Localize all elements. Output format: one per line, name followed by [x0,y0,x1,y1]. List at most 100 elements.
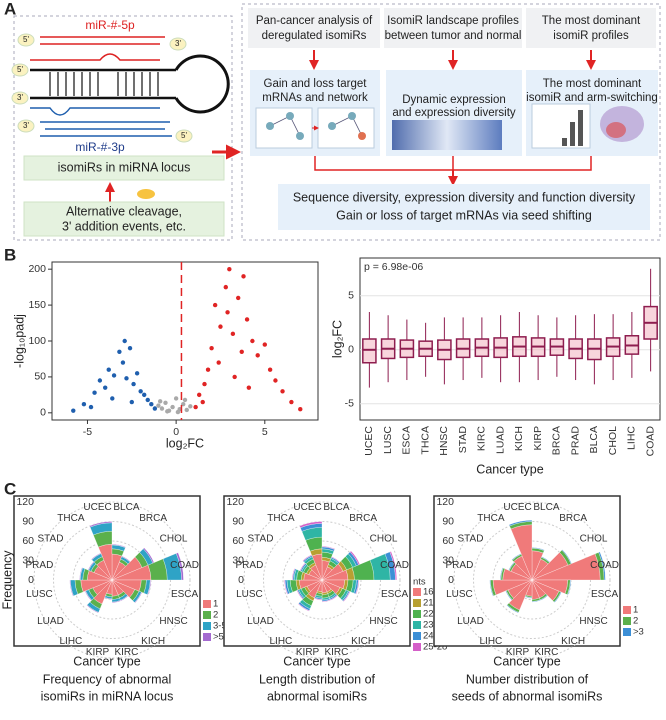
category-label: UCEC [83,502,111,513]
r-tick-label: 30 [442,554,454,566]
r-tick-label: 0 [448,574,454,586]
category-label: KICH [141,636,165,647]
wedge [349,550,361,566]
category-label: BRCA [349,513,377,524]
legend-swatch [413,632,421,640]
category-label: KIRP [506,647,530,658]
title: IsomiR landscape profiles [387,15,519,27]
locus-box [23,155,225,181]
category-label: BRCA [139,513,167,524]
point [267,367,273,372]
y-tick-label: 0 [348,344,354,356]
summary: Sequence diversity, expression diversity… [293,190,636,204]
wedge [111,544,126,548]
legend-label: 21 [423,598,434,609]
category-label: STAD [248,534,274,545]
r-tick-label: 0 [28,574,34,586]
point [244,317,250,322]
end-label: 3' [23,121,29,130]
point [159,406,165,411]
wedge [499,567,504,581]
r-tick-label: 120 [436,496,454,508]
point [236,295,241,301]
result: The most dominant [543,78,642,90]
x-tick-label: STAD [457,426,469,454]
result: Gain and loss target [264,78,368,90]
category-label: CHOL [160,534,188,545]
point [227,266,232,272]
point [273,378,278,383]
point [241,274,246,279]
r-tick-label: 30 [232,554,244,566]
r-tick-label: 90 [232,515,244,527]
category-label: ESCA [171,589,199,600]
connector [314,156,592,171]
wedge [531,547,545,551]
wedge [296,590,304,600]
point [212,302,218,308]
point [145,397,150,403]
category-label: KIRP [86,647,110,658]
x-tick-label: LIHC [626,426,638,450]
wedge [314,597,323,601]
end [175,129,193,143]
point [122,338,127,344]
category-label: BRCA [559,513,587,524]
point [209,345,214,351]
wedge [524,596,533,599]
wedge [291,568,296,581]
y-tick-label: 5 [348,290,354,302]
title: deregulated isomiRs [262,30,367,42]
wedge [531,599,541,603]
result: isomiR and arm-switching [526,92,658,104]
category-label: KIRC [114,647,138,658]
category-label: STAD [38,534,64,545]
point [280,389,285,394]
category-label: PRAD [26,560,54,571]
y-axis-label: Frequency [0,550,14,610]
point [124,376,129,381]
r-tick-label: 60 [22,535,34,547]
grid-circle [243,501,401,659]
frame [241,3,661,241]
wedge [91,552,102,560]
legend-swatch [413,610,421,618]
category-label: CHOL [370,534,398,545]
grid-circle [33,501,191,659]
x-tick-label: -5 [83,426,92,438]
wedge [79,567,83,581]
legend-label: 24 [423,631,434,642]
point [170,404,175,410]
point [188,404,193,409]
x-tick-label: HNSC [438,426,450,456]
wedge [176,552,184,581]
category-label: LUSC [446,589,473,600]
end [17,119,35,133]
y-tick-label: 100 [28,335,46,347]
icon [137,189,155,199]
point [106,367,111,372]
point [246,385,252,390]
end-label: 3' [17,93,23,102]
end-label: 5' [23,35,29,44]
r-tick-label: 120 [16,496,34,508]
category-label: COAD [170,560,199,571]
point [103,385,108,390]
point [289,399,294,405]
point [156,403,161,408]
wedge [302,554,312,562]
wedge [69,579,74,597]
point [230,331,236,337]
r-tick-label: 90 [442,515,454,527]
point [184,407,189,413]
x-axis-label: log₂FC [166,436,204,450]
r-tick-label: 30 [22,554,34,566]
wedge [84,590,92,601]
category-label: LUSC [236,589,263,600]
legend-swatch [623,628,631,636]
point [175,409,181,415]
x-axis-label: Cancer type [493,654,560,668]
x-axis-label: Cancer type [476,462,543,476]
title-box [248,8,380,48]
point [255,353,260,358]
